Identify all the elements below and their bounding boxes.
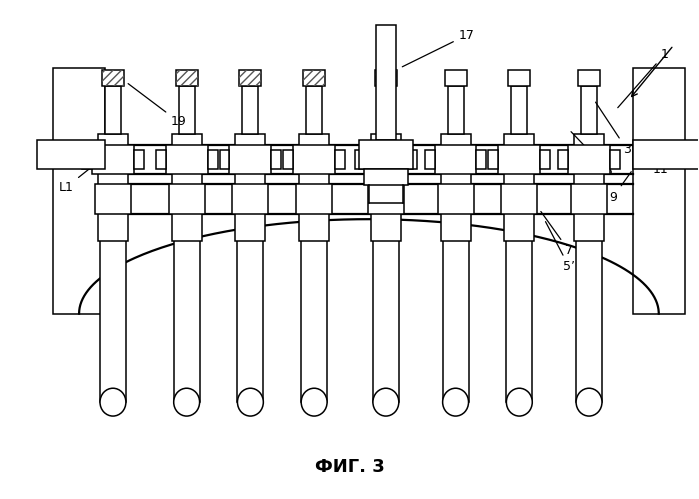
Text: 3: 3 [596, 102, 630, 156]
Bar [168, 184, 205, 214]
Bar [82, 150, 92, 170]
Bar [359, 140, 412, 170]
Bar [568, 145, 610, 175]
Bar [243, 86, 259, 134]
Bar [236, 134, 266, 241]
Bar [438, 184, 473, 214]
Bar [512, 86, 527, 134]
Bar [447, 86, 463, 134]
Ellipse shape [576, 388, 602, 416]
Bar [175, 70, 198, 86]
Bar [240, 70, 261, 86]
Bar [373, 214, 399, 402]
Bar [505, 134, 534, 241]
Bar [574, 134, 604, 241]
Bar [581, 86, 597, 134]
Bar [102, 70, 124, 86]
Bar [306, 86, 322, 134]
Bar [53, 68, 105, 314]
Bar [271, 150, 281, 170]
Text: 1: 1 [618, 47, 669, 108]
Bar [442, 214, 468, 402]
Text: 5: 5 [571, 132, 613, 178]
Bar [166, 145, 208, 175]
Ellipse shape [373, 388, 399, 416]
Bar [477, 150, 487, 170]
Bar [92, 145, 134, 175]
Bar [219, 150, 229, 170]
Bar [296, 184, 332, 214]
Bar [375, 70, 397, 86]
Bar [173, 214, 200, 402]
Bar [355, 150, 365, 170]
Text: 19: 19 [128, 84, 187, 128]
Bar [501, 184, 538, 214]
Bar [102, 70, 124, 86]
Bar [378, 86, 394, 134]
Bar [435, 145, 477, 175]
Bar [633, 140, 699, 170]
Bar [440, 134, 470, 241]
Bar [175, 70, 198, 86]
Bar [368, 184, 404, 214]
Bar [506, 214, 532, 402]
Bar [425, 150, 435, 170]
Bar [37, 140, 105, 170]
Bar [445, 70, 466, 86]
Bar [283, 150, 293, 170]
Bar [240, 70, 261, 86]
Bar [156, 150, 166, 170]
Bar [208, 150, 217, 170]
Bar [371, 134, 401, 241]
Bar [375, 70, 397, 86]
Ellipse shape [442, 388, 468, 416]
Bar [571, 184, 607, 214]
Bar [179, 86, 194, 134]
Bar [407, 150, 417, 170]
Bar [229, 145, 271, 175]
Bar [299, 134, 329, 241]
Ellipse shape [238, 388, 264, 416]
Bar [105, 86, 121, 134]
Bar [98, 134, 128, 241]
Bar [172, 134, 201, 241]
Bar [303, 70, 325, 86]
Bar [293, 145, 335, 175]
Bar [576, 214, 602, 402]
Bar [335, 150, 345, 170]
Bar [134, 150, 144, 170]
Bar [303, 70, 325, 86]
Text: 5’: 5’ [545, 222, 575, 273]
Ellipse shape [506, 388, 532, 416]
Ellipse shape [301, 388, 327, 416]
Bar [95, 184, 131, 214]
Bar [489, 150, 498, 170]
Bar [233, 184, 268, 214]
Ellipse shape [100, 388, 126, 416]
Ellipse shape [173, 388, 200, 416]
Text: 9: 9 [609, 172, 631, 204]
Bar [376, 25, 396, 140]
Bar [100, 214, 126, 402]
Bar [540, 150, 550, 170]
Bar [633, 68, 684, 314]
Text: 17: 17 [403, 29, 475, 67]
Text: 7: 7 [541, 212, 573, 257]
Bar [364, 170, 408, 185]
Text: L1: L1 [59, 161, 99, 194]
Bar [508, 70, 531, 86]
Bar [365, 145, 407, 175]
Bar [559, 150, 568, 170]
Bar [238, 214, 264, 402]
Bar [498, 145, 540, 175]
Bar [610, 150, 620, 170]
Text: 11: 11 [640, 144, 669, 176]
Bar [578, 70, 600, 86]
Bar [301, 214, 327, 402]
Text: ФИГ. 3: ФИГ. 3 [315, 458, 384, 476]
